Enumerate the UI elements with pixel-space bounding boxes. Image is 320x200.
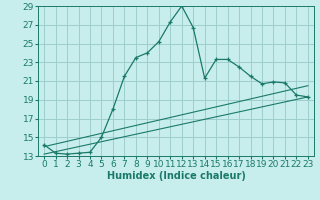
- X-axis label: Humidex (Indice chaleur): Humidex (Indice chaleur): [107, 171, 245, 181]
